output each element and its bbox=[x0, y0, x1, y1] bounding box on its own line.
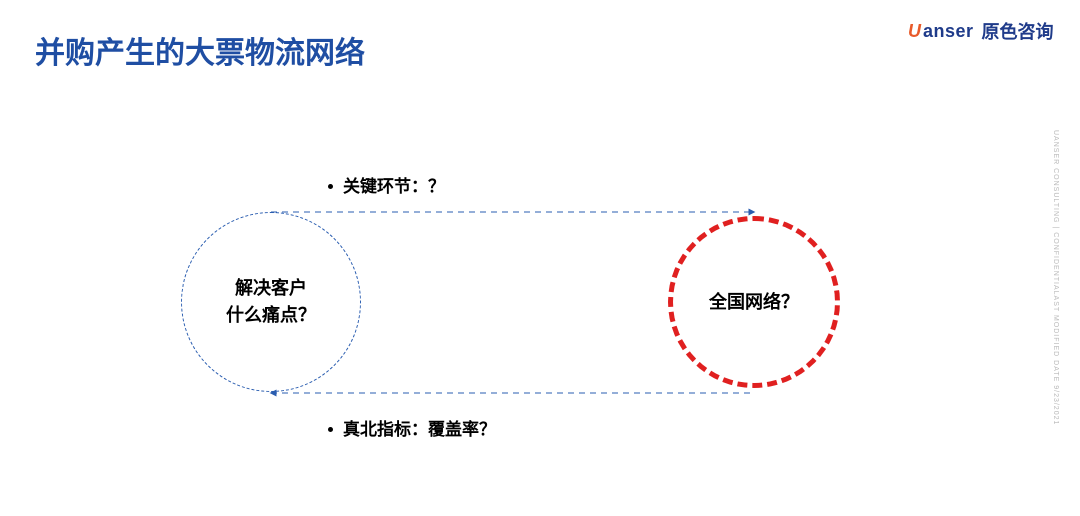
left-circle-node: 解决客户什么痛点？ bbox=[181, 212, 361, 392]
side-confidential-text: UANSER CONSULTING | CONFIDENTIALAST MODI… bbox=[1052, 130, 1059, 425]
page-title: 并购产生的大票物流网络 bbox=[35, 28, 365, 72]
logo-u: U bbox=[908, 21, 921, 42]
top-bullet-text: 关键环节：？ bbox=[343, 177, 445, 196]
top-bullet-label: 关键环节：？ bbox=[328, 172, 445, 197]
bullet-dot-icon bbox=[328, 427, 333, 432]
logo-anser: anser bbox=[923, 21, 974, 42]
right-circle-label: 全国网络？ bbox=[709, 289, 799, 316]
connector-arrows bbox=[0, 0, 1080, 516]
brand-logo: Uanser 原色咨询 bbox=[908, 18, 1054, 44]
right-circle-node: 全国网络？ bbox=[668, 216, 840, 388]
bottom-bullet-text: 真北指标：覆盖率？ bbox=[343, 420, 496, 439]
bullet-dot-icon bbox=[328, 184, 333, 189]
left-circle-label: 解决客户什么痛点？ bbox=[226, 275, 316, 329]
logo-cn: 原色咨询 bbox=[982, 18, 1054, 44]
bottom-bullet-label: 真北指标：覆盖率？ bbox=[328, 415, 496, 440]
